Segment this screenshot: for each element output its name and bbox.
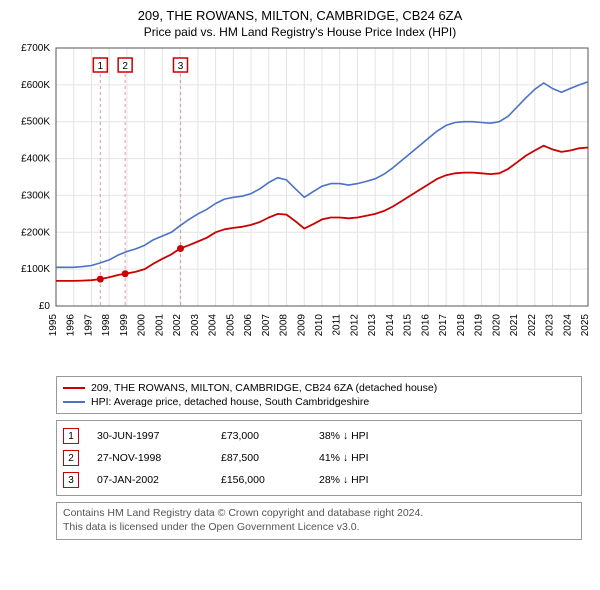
svg-text:£600K: £600K [21,80,50,91]
x-tick-label: 2025 [580,314,591,337]
x-tick-label: 2010 [314,314,325,337]
x-tick-label: 2016 [420,314,431,337]
sale-event-row: 2 27-NOV-1998 £87,500 41% ↓ HPI [63,447,575,469]
x-tick-label: 1997 [83,314,94,337]
legend-item: HPI: Average price, detached house, Sout… [63,395,575,409]
x-tick-label: 2000 [137,314,148,337]
x-tick-label: 2017 [438,314,449,337]
svg-text:£100K: £100K [21,265,50,276]
x-tick-label: 2011 [332,314,343,336]
x-tick-label: 2024 [562,314,573,337]
x-tick-label: 2018 [456,314,467,337]
svg-text:£0: £0 [39,301,51,312]
sale-event-row: 1 30-JUN-1997 £73,000 38% ↓ HPI [63,425,575,447]
title-address: 209, THE ROWANS, MILTON, CAMBRIDGE, CB24… [0,8,600,24]
sale-event-price: £87,500 [221,452,301,464]
sale-event-date: 30-JUN-1997 [97,430,203,442]
sale-event-price: £156,000 [221,474,301,486]
x-tick-label: 2021 [509,314,520,337]
x-tick-label: 2009 [296,314,307,337]
sale-event-diff: 41% ↓ HPI [319,452,369,464]
x-tick-label: 2019 [474,314,485,337]
attribution-line1: Contains HM Land Registry data © Crown c… [63,507,575,521]
x-tick-label: 2008 [279,314,290,337]
svg-text:2: 2 [122,61,128,72]
svg-text:1: 1 [98,61,104,72]
svg-text:£500K: £500K [21,117,50,128]
svg-text:£700K: £700K [21,43,50,54]
x-tick-label: 2013 [367,314,378,337]
attribution-box: Contains HM Land Registry data © Crown c… [56,502,582,539]
svg-text:£400K: £400K [21,154,50,165]
x-tick-label: 2001 [154,314,165,337]
attribution-line2: This data is licensed under the Open Gov… [63,521,575,535]
legend-color-swatch [63,401,85,403]
x-tick-label: 2006 [243,314,254,337]
title-subtitle: Price paid vs. HM Land Registry's House … [0,24,600,41]
sale-events-box: 1 30-JUN-1997 £73,000 38% ↓ HPI 2 27-NOV-1998… [56,420,582,496]
legend-color-swatch [63,387,85,389]
x-tick-label: 2003 [190,314,201,337]
x-tick-label: 2007 [261,314,272,337]
x-tick-label: 2022 [527,314,538,337]
x-tick-label: 1996 [66,314,77,337]
x-tick-label: 2002 [172,314,183,337]
sale-event-number-box: 2 [63,450,79,466]
sale-event-row: 3 07-JAN-2002 £156,000 28% ↓ HPI [63,469,575,491]
sale-event-price: £73,000 [221,430,301,442]
sale-event-diff: 28% ↓ HPI [319,474,369,486]
sale-event-number-box: 3 [63,472,79,488]
x-tick-label: 2020 [491,314,502,337]
sale-event-diff: 38% ↓ HPI [319,430,369,442]
svg-text:£300K: £300K [21,191,50,202]
x-tick-label: 1999 [119,314,130,337]
legend-label: HPI: Average price, detached house, Sout… [91,396,369,408]
legend-label: 209, THE ROWANS, MILTON, CAMBRIDGE, CB24… [91,382,437,394]
svg-text:3: 3 [178,61,184,72]
x-tick-label: 2005 [225,314,236,337]
x-tick-label: 2015 [403,314,414,337]
x-tick-label: 2012 [349,314,360,337]
legend-item: 209, THE ROWANS, MILTON, CAMBRIDGE, CB24… [63,381,575,395]
x-tick-label: 1995 [48,314,59,337]
sale-event-number-box: 1 [63,428,79,444]
sale-event-date: 07-JAN-2002 [97,474,203,486]
chart-area: £0 £100K £200K £300K £400K £500K £600K £700K 199… [0,40,600,370]
x-tick-label: 2004 [208,314,219,337]
sale-event-date: 27-NOV-1998 [97,452,203,464]
x-tick-label: 1998 [101,314,112,337]
x-tick-label: 2023 [545,314,556,337]
x-tick-label: 2014 [385,314,396,337]
legend-box: 209, THE ROWANS, MILTON, CAMBRIDGE, CB24… [56,376,582,414]
svg-text:£200K: £200K [21,228,50,239]
price-chart: £0 £100K £200K £300K £400K £500K £600K £700K 199… [0,40,600,370]
